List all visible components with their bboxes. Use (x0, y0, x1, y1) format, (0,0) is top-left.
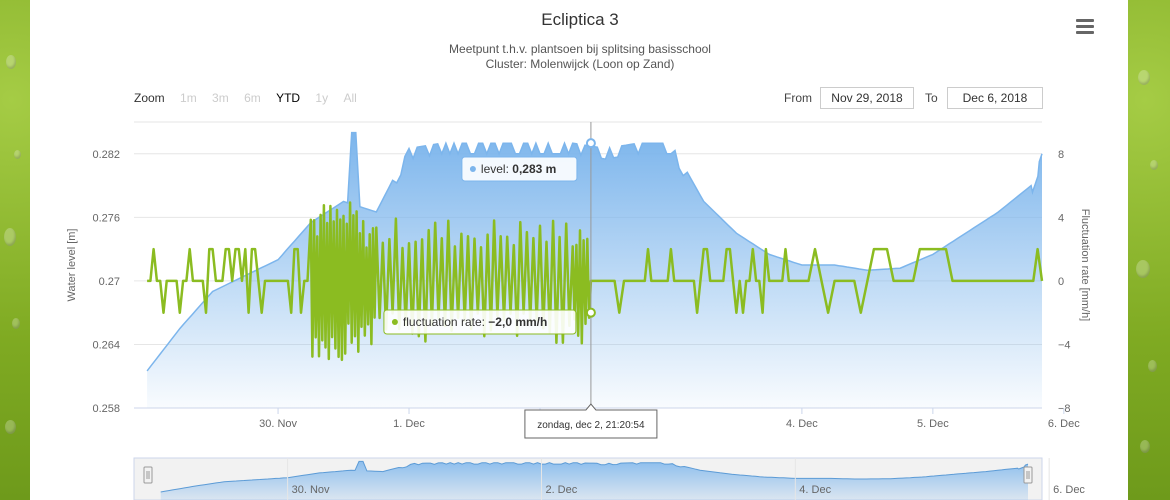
zoom-6m-button[interactable]: 6m (244, 91, 261, 105)
hamburger-menu-icon[interactable] (1076, 19, 1094, 37)
series-fluctuation-line (147, 201, 1044, 362)
y-left-tick-label: 0.264 (92, 339, 120, 351)
zoom-3m-button[interactable]: 3m (212, 91, 229, 105)
zoom-selector: Zoom 1m 3m 6m YTD 1y All (134, 91, 357, 105)
navigator-tick-label: 4. Dec (799, 484, 831, 496)
zoom-ytd-button[interactable]: YTD (276, 91, 301, 105)
y-right-tick-label: −4 (1058, 339, 1071, 351)
x-tick-label: 6. Dec (1048, 418, 1080, 430)
water-drop (1140, 440, 1150, 453)
to-date-input[interactable]: Dec 6, 2018 (947, 87, 1043, 109)
navigator-line (160, 460, 1029, 493)
x-hover-label: zondag, dec 2, 21:20:54 (524, 403, 658, 439)
x-tick-label: 4. Dec (786, 418, 818, 430)
tooltip-series-dot (391, 319, 398, 325)
water-drop (12, 318, 20, 329)
chart-panel: Ecliptica 3 Meetpunt t.h.v. plantsoen bi… (30, 0, 1128, 500)
navigator-tick-label: 30. Nov (292, 484, 330, 496)
from-date-input[interactable]: Nov 29, 2018 (820, 87, 914, 109)
chart-title: Ecliptica 3 (541, 10, 619, 29)
tooltip-text: fluctuation rate: −2,0 mm/h (403, 315, 547, 329)
zoom-1m-button[interactable]: 1m (180, 91, 197, 105)
water-drop (4, 228, 16, 246)
y-left-tick-label: 0.282 (92, 149, 120, 161)
tooltip-box (383, 309, 577, 335)
water-drop (6, 55, 16, 69)
chart-subtitle: Meetpunt t.h.v. plantsoen bij splitsing … (30, 42, 1130, 72)
water-drop (1148, 360, 1157, 372)
y-left-tick-label: 0.276 (92, 212, 120, 224)
series-level-area (147, 132, 1043, 408)
water-drop (5, 420, 16, 434)
navigator-right-handle[interactable] (1023, 466, 1033, 484)
x-tick-label: 1. Dec (393, 418, 425, 430)
navigator-area (160, 461, 1028, 500)
series-level-line (146, 131, 1043, 372)
rate-tooltip: fluctuation rate: −2,0 mm/h (383, 309, 577, 335)
background-left (0, 0, 30, 500)
subtitle-location: Meetpunt t.h.v. plantsoen bij splitsing … (449, 42, 711, 56)
y-left-tick-label: 0.27 (99, 276, 120, 288)
level-tooltip: level: 0,283 m (461, 156, 578, 182)
tooltip-text: level: 0,283 m (481, 162, 556, 176)
subtitle-cluster: Cluster: Molenwijck (Loon op Zand) (485, 57, 675, 71)
zoom-1y-button[interactable]: 1y (315, 91, 329, 105)
rate-hover-marker (585, 307, 596, 318)
tooltip-box (461, 156, 578, 182)
level-hover-marker (585, 138, 596, 149)
water-drop (14, 150, 21, 159)
navigator-tick-label: 6. Dec (1053, 484, 1085, 496)
x-hover-text: zondag, dec 2, 21:20:54 (537, 420, 645, 431)
x-tick-label: 30. Nov (259, 418, 297, 430)
water-drop (1138, 70, 1150, 85)
y-right-axis-title: Fluctuation rate [mm/h] (1079, 209, 1091, 322)
y-left-tick-label: 0.258 (92, 403, 120, 415)
y-right-tick-label: 4 (1058, 212, 1064, 224)
navigator-tick-label: 2. Dec (545, 484, 577, 496)
y-left-axis-title: Water level [m] (66, 229, 78, 302)
tooltip-series-dot (469, 166, 476, 172)
to-label: To (925, 91, 938, 105)
zoom-all-button[interactable]: All (343, 91, 357, 105)
navigator-left-handle[interactable] (143, 466, 153, 484)
x-tick-label: 5. Dec (917, 418, 949, 430)
x-hover-box (524, 403, 658, 439)
zoom-label: Zoom (134, 91, 165, 105)
water-drop (1150, 160, 1158, 170)
y-right-tick-label: 8 (1058, 149, 1064, 161)
y-right-tick-label: 0 (1058, 276, 1064, 288)
background-right (1128, 0, 1170, 500)
from-label: From (784, 91, 812, 105)
water-drop (1136, 260, 1150, 278)
